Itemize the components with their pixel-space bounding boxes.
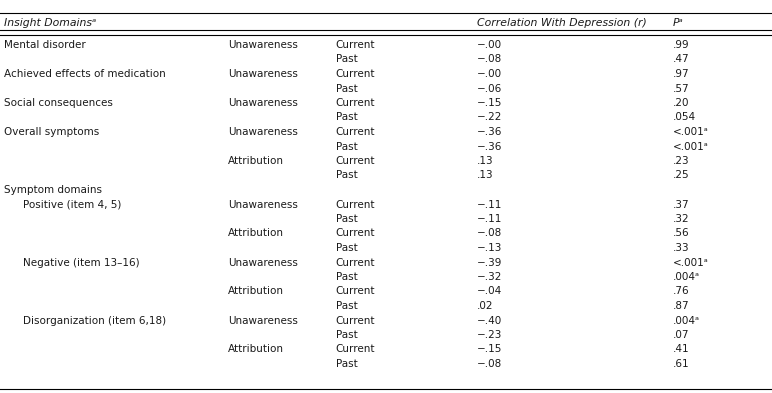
Text: <.001ᵃ: <.001ᵃ [673,141,709,151]
Text: Current: Current [336,316,375,325]
Text: .87: .87 [673,301,690,311]
Text: Unawareness: Unawareness [228,200,298,209]
Text: −.08: −.08 [477,228,503,239]
Text: Insight Domainsᵃ: Insight Domainsᵃ [4,18,96,28]
Text: Past: Past [336,272,357,282]
Text: −.39: −.39 [477,257,503,268]
Text: −.32: −.32 [477,272,503,282]
Text: .33: .33 [673,243,690,253]
Text: Mental disorder: Mental disorder [4,40,86,50]
Text: Past: Past [336,359,357,369]
Text: Unawareness: Unawareness [228,69,298,79]
Text: .07: .07 [673,330,689,340]
Text: −.15: −.15 [477,98,503,108]
Text: Current: Current [336,69,375,79]
Text: Unawareness: Unawareness [228,257,298,268]
Text: Attribution: Attribution [228,228,284,239]
Text: −.08: −.08 [477,55,503,64]
Text: Achieved effects of medication: Achieved effects of medication [4,69,166,79]
Text: Correlation With Depression (r): Correlation With Depression (r) [477,18,647,28]
Text: .57: .57 [673,83,690,94]
Text: Social consequences: Social consequences [4,98,113,108]
Text: −.13: −.13 [477,243,503,253]
Text: Past: Past [336,330,357,340]
Text: −.36: −.36 [477,127,503,137]
Text: .32: .32 [673,214,690,224]
Text: .02: .02 [477,301,493,311]
Text: −.04: −.04 [477,286,503,296]
Text: Current: Current [336,345,375,354]
Text: .20: .20 [673,98,689,108]
Text: Past: Past [336,243,357,253]
Text: .99: .99 [673,40,690,50]
Text: Current: Current [336,286,375,296]
Text: .97: .97 [673,69,690,79]
Text: Pᵃ: Pᵃ [673,18,684,28]
Text: Current: Current [336,228,375,239]
Text: .61: .61 [673,359,690,369]
Text: −.15: −.15 [477,345,503,354]
Text: .41: .41 [673,345,690,354]
Text: Past: Past [336,83,357,94]
Text: .37: .37 [673,200,690,209]
Text: −.00: −.00 [477,69,503,79]
Text: Current: Current [336,98,375,108]
Text: Attribution: Attribution [228,345,284,354]
Text: .054: .054 [673,112,696,123]
Text: −.36: −.36 [477,141,503,151]
Text: .004ᵃ: .004ᵃ [673,316,700,325]
Text: −.40: −.40 [477,316,503,325]
Text: Past: Past [336,171,357,180]
Text: Past: Past [336,141,357,151]
Text: Past: Past [336,214,357,224]
Text: .004ᵃ: .004ᵃ [673,272,700,282]
Text: .76: .76 [673,286,690,296]
Text: Negative (item 13–16): Negative (item 13–16) [23,257,140,268]
Text: Current: Current [336,200,375,209]
Text: −.00: −.00 [477,40,503,50]
Text: <.001ᵃ: <.001ᵃ [673,127,709,137]
Text: Unawareness: Unawareness [228,127,298,137]
Text: .13: .13 [477,171,494,180]
Text: .25: .25 [673,171,690,180]
Text: −.23: −.23 [477,330,503,340]
Text: Attribution: Attribution [228,156,284,166]
Text: Disorganization (item 6,18): Disorganization (item 6,18) [23,316,166,325]
Text: Current: Current [336,127,375,137]
Text: Attribution: Attribution [228,286,284,296]
Text: .13: .13 [477,156,494,166]
Text: Positive (item 4, 5): Positive (item 4, 5) [23,200,121,209]
Text: Past: Past [336,301,357,311]
Text: Unawareness: Unawareness [228,316,298,325]
Text: <.001ᵃ: <.001ᵃ [673,257,709,268]
Text: .47: .47 [673,55,690,64]
Text: −.08: −.08 [477,359,503,369]
Text: −.11: −.11 [477,200,503,209]
Text: Current: Current [336,156,375,166]
Text: Unawareness: Unawareness [228,40,298,50]
Text: −.06: −.06 [477,83,503,94]
Text: Overall symptoms: Overall symptoms [4,127,99,137]
Text: .23: .23 [673,156,690,166]
Text: −.22: −.22 [477,112,503,123]
Text: Current: Current [336,40,375,50]
Text: Past: Past [336,112,357,123]
Text: Past: Past [336,55,357,64]
Text: Symptom domains: Symptom domains [4,185,102,195]
Text: −.11: −.11 [477,214,503,224]
Text: Unawareness: Unawareness [228,98,298,108]
Text: Current: Current [336,257,375,268]
Text: .56: .56 [673,228,690,239]
